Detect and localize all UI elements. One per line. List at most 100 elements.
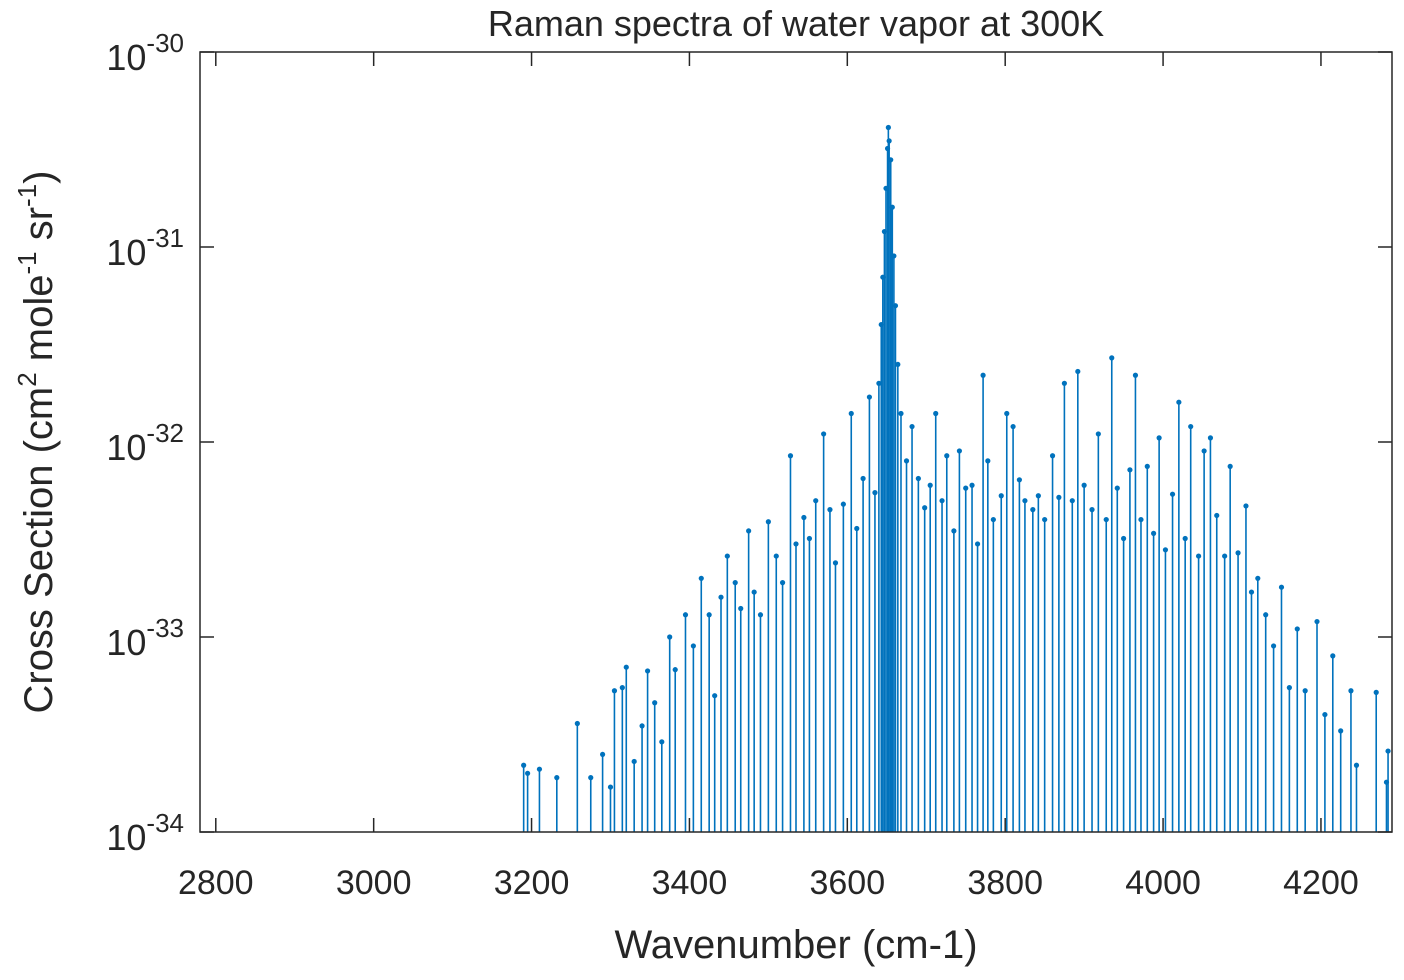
stem-marker bbox=[1322, 711, 1328, 718]
stem bbox=[1195, 553, 1202, 832]
x-tick-label: 3600 bbox=[809, 864, 885, 902]
y-tick-exponent: -31 bbox=[146, 223, 184, 253]
stem-marker bbox=[1385, 748, 1391, 754]
stem-marker bbox=[536, 766, 543, 772]
stem-marker bbox=[787, 453, 794, 459]
stem-marker bbox=[1330, 653, 1336, 659]
stem bbox=[1042, 516, 1048, 832]
stem-marker bbox=[738, 605, 744, 612]
stem-marker bbox=[854, 525, 860, 532]
stem-marker bbox=[765, 519, 771, 525]
stem bbox=[659, 739, 665, 832]
stem-marker bbox=[1010, 423, 1016, 430]
y-tick-label: 10-32 bbox=[106, 418, 184, 468]
stem-marker bbox=[1338, 728, 1344, 734]
stem bbox=[746, 528, 752, 832]
stem bbox=[985, 458, 991, 832]
stem-marker bbox=[712, 693, 718, 699]
stem bbox=[698, 575, 704, 832]
stem bbox=[1004, 410, 1010, 832]
stem bbox=[1144, 463, 1150, 832]
y-tick-label: 10-33 bbox=[106, 613, 184, 663]
stem bbox=[732, 580, 738, 832]
stem bbox=[1263, 612, 1269, 832]
stem-marker bbox=[690, 643, 696, 649]
stem-marker bbox=[1182, 535, 1188, 542]
y-tick-exponent: -30 bbox=[146, 28, 184, 58]
stem-marker bbox=[974, 541, 981, 547]
stem-marker bbox=[1004, 410, 1010, 417]
stem bbox=[903, 458, 910, 832]
stem bbox=[891, 253, 897, 832]
stem-marker bbox=[623, 664, 629, 670]
y-label-superscript: -1 bbox=[12, 251, 42, 274]
stem bbox=[1243, 503, 1249, 832]
stem-marker bbox=[724, 553, 730, 559]
stem bbox=[1010, 423, 1016, 832]
stem-marker bbox=[895, 361, 901, 368]
stem-marker bbox=[1263, 612, 1269, 618]
stem-marker bbox=[1314, 618, 1320, 625]
stem bbox=[1385, 748, 1391, 832]
stem-marker bbox=[619, 685, 625, 691]
stem bbox=[682, 612, 689, 832]
stem-marker bbox=[611, 688, 618, 694]
stem-marker bbox=[1207, 435, 1214, 441]
stem-marker bbox=[801, 514, 807, 521]
stem bbox=[521, 762, 527, 832]
stem-marker bbox=[1109, 355, 1115, 361]
stem-marker bbox=[969, 482, 975, 488]
stem bbox=[813, 498, 819, 832]
stem bbox=[690, 643, 696, 832]
y-label-text: ) bbox=[17, 170, 61, 183]
stem bbox=[574, 720, 580, 832]
y-tick-base: 10 bbox=[106, 37, 146, 78]
stem-marker bbox=[951, 528, 957, 534]
stem bbox=[1248, 589, 1255, 832]
stem bbox=[1322, 711, 1328, 832]
y-tick-label: 10-34 bbox=[106, 808, 184, 858]
stem-marker bbox=[909, 423, 915, 430]
stem-marker bbox=[1069, 498, 1075, 504]
stem bbox=[806, 535, 813, 832]
stem bbox=[718, 594, 724, 832]
stem-marker bbox=[644, 668, 651, 674]
stem bbox=[1151, 530, 1157, 832]
stem-marker bbox=[1089, 507, 1095, 513]
stem bbox=[607, 784, 614, 832]
stem-marker bbox=[1132, 372, 1139, 378]
stem-marker bbox=[998, 493, 1004, 499]
stem-marker bbox=[574, 720, 580, 727]
y-tick-label: 10-30 bbox=[106, 28, 184, 78]
stem bbox=[1373, 689, 1379, 832]
stem bbox=[1075, 368, 1081, 832]
stem-marker bbox=[521, 762, 527, 768]
stem-marker bbox=[813, 498, 819, 504]
stem-marker bbox=[1353, 762, 1360, 768]
stem bbox=[1109, 355, 1115, 832]
stem-marker bbox=[1243, 503, 1249, 509]
y-tick-exponent: -32 bbox=[146, 418, 184, 448]
stem bbox=[779, 580, 786, 832]
y-tick-base: 10 bbox=[106, 427, 146, 468]
stem bbox=[1348, 688, 1354, 832]
stem-marker bbox=[980, 372, 986, 378]
stem bbox=[1330, 653, 1336, 832]
stem bbox=[1081, 482, 1087, 832]
stem-marker bbox=[698, 575, 704, 581]
stem bbox=[724, 553, 730, 832]
stem bbox=[892, 303, 899, 832]
stem-marker bbox=[1162, 547, 1169, 553]
stem bbox=[599, 751, 606, 832]
stem-marker bbox=[848, 410, 854, 417]
y-axis-label: Cross Section (cm2 mole-1 sr-1) bbox=[12, 170, 61, 713]
stem bbox=[639, 723, 645, 832]
stem-marker bbox=[1042, 516, 1048, 523]
stem-marker bbox=[751, 589, 757, 595]
stem-marker bbox=[1169, 491, 1176, 497]
stem bbox=[1127, 467, 1133, 832]
stem-marker bbox=[706, 612, 712, 618]
stem bbox=[889, 204, 895, 832]
stem-marker bbox=[667, 634, 673, 640]
stem bbox=[832, 560, 839, 832]
